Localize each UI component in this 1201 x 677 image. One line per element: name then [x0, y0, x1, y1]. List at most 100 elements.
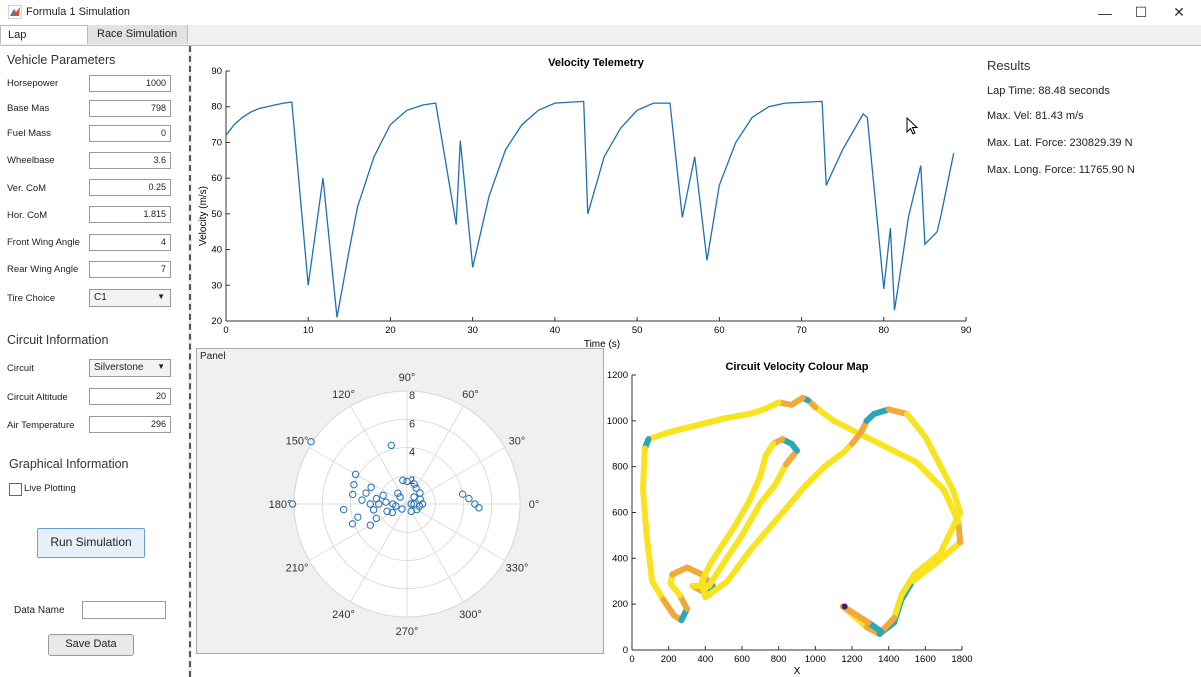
tab-lap-simulation[interactable]: Lap Simulation: [0, 25, 88, 60]
y-tick-label: 1200: [607, 370, 628, 381]
track-segment: [702, 578, 731, 601]
front-wing-angle-field[interactable]: 4: [89, 234, 171, 251]
polar-angle-label: 30°: [509, 436, 526, 448]
velocity-series-line: [225, 100, 955, 318]
x-tick-label: 70: [796, 325, 807, 336]
polar-r-tick-label: 2: [409, 475, 415, 487]
track-segment: [720, 532, 745, 566]
polar-scatter-point: [399, 476, 407, 485]
polar-scatter-chart: 2 4 6 8 90° 60° 30° 0° 330° 300° 270° 240° 210° 180° 1…: [269, 372, 540, 638]
graphical-information-heading: Graphical Information: [9, 457, 129, 471]
front-wing-angle-label: Front Wing Angle: [7, 237, 80, 248]
track-segment: [698, 559, 714, 585]
max-velocity-result: Max. Vel: 81.43 m/s: [987, 110, 1084, 122]
y-tick-label: 1000: [607, 416, 628, 427]
track-segment: [775, 482, 810, 521]
y-tick-label: 0: [623, 645, 628, 656]
polar-scatter-point: [418, 500, 427, 508]
polar-scatter-point: [288, 500, 297, 508]
polar-scatter-point: [382, 498, 390, 506]
fuel-mass-label: Fuel Mass: [7, 128, 51, 139]
polar-scatter-point: [410, 480, 418, 488]
track-segment: [909, 559, 940, 585]
polar-spoke: [350, 503, 408, 603]
base-mass-field[interactable]: 798: [89, 100, 171, 117]
maximize-icon: ☐: [1134, 4, 1148, 20]
track-segment: [720, 410, 753, 422]
polar-angle-label: 150°: [286, 436, 309, 448]
x-tick-label: 1200: [841, 654, 862, 665]
x-tick-label: 40: [550, 325, 561, 336]
horsepower-field[interactable]: 1000: [89, 75, 171, 92]
x-tick-label: 10: [303, 325, 314, 336]
air-temperature-field[interactable]: 296: [89, 416, 171, 433]
y-tick-label: 80: [211, 102, 222, 113]
save-data-button[interactable]: Save Data: [48, 634, 134, 656]
air-temperature-label: Air Temperature: [7, 420, 75, 431]
circuit-altitude-field[interactable]: 20: [89, 388, 171, 405]
polar-scatter-point: [410, 493, 418, 501]
y-tick-label: 90: [211, 66, 222, 77]
circuit-dropdown[interactable]: Silverstone ▼: [89, 359, 171, 377]
y-tick-label: 400: [612, 553, 628, 564]
polar-scatter-point: [372, 514, 380, 523]
live-plotting-checkbox[interactable]: [9, 483, 22, 496]
panel-label: Panel: [200, 351, 226, 362]
minimize-button[interactable]: —: [1086, 0, 1124, 25]
x-tick-label: 80: [878, 325, 889, 336]
polar-r-tick-label: 6: [409, 418, 415, 430]
polar-scatter-point: [394, 489, 402, 497]
data-name-label: Data Name: [14, 605, 65, 616]
track-segment: [706, 559, 727, 589]
data-name-input[interactable]: [82, 601, 166, 619]
max-lateral-force-result: Max. Lat. Force: 230829.39 N: [987, 137, 1133, 149]
circuit-information-heading: Circuit Information: [7, 333, 109, 347]
polar-scatter-point: [366, 521, 375, 529]
x-tick-label: 1400: [878, 654, 899, 665]
circuit-velocity-colour-map: Circuit Velocity Colour Map X 0 200 400 600…: [607, 361, 973, 677]
track-segment: [693, 415, 727, 429]
x-tick-label: 30: [467, 325, 478, 336]
polar-r-tick-label: 8: [409, 390, 415, 402]
chevron-down-icon: ▼: [157, 362, 165, 371]
velocity-y-axis-label: Velocity (m/s): [198, 186, 209, 246]
polar-scatter-point: [358, 496, 366, 504]
x-tick-label: 1600: [915, 654, 936, 665]
track-segment: [876, 440, 920, 466]
polar-scatter-point: [396, 493, 404, 501]
velocity-x-axis-label: Time (s): [584, 339, 620, 350]
horizontal-com-field[interactable]: 1.815: [89, 206, 171, 223]
vertical-com-field[interactable]: 0.25: [89, 179, 171, 196]
polar-angle-label: 90°: [399, 372, 416, 384]
polar-scatter-point: [339, 505, 348, 514]
live-plotting-label: Live Plotting: [24, 483, 76, 494]
left-parameter-panel: Vehicle Parameters Horsepower 1000 Base …: [0, 46, 188, 677]
vertical-com-label: Ver. CoM: [7, 183, 47, 194]
track-segment: [891, 592, 905, 621]
tab-race-simulation[interactable]: Race Simulation: [88, 25, 188, 44]
polar-spoke: [406, 503, 506, 561]
close-button[interactable]: ✕: [1160, 0, 1198, 25]
polar-spoke: [406, 405, 464, 505]
polar-angle-label: 300°: [459, 609, 482, 621]
polar-scatter-point: [348, 520, 357, 528]
track-segment: [937, 509, 964, 557]
x-tick-label: 90: [961, 325, 972, 336]
polar-scatter-point: [379, 491, 387, 500]
run-simulation-button[interactable]: Run Simulation: [37, 528, 145, 558]
tire-choice-dropdown[interactable]: C1 ▼: [89, 289, 171, 307]
track-segment: [898, 571, 918, 598]
x-tick-label: 60: [714, 325, 725, 336]
wheelbase-field[interactable]: 3.6: [89, 152, 171, 169]
polar-scatter-point: [362, 489, 370, 497]
matlab-app-icon: [8, 5, 22, 19]
polar-angle-label: 60°: [462, 389, 479, 401]
polar-angle-label: 240°: [332, 609, 355, 621]
polar-scatter-point: [351, 470, 360, 479]
track-segment: [660, 596, 678, 619]
rear-wing-angle-field[interactable]: 7: [89, 261, 171, 278]
close-icon: ✕: [1173, 4, 1185, 20]
fuel-mass-field[interactable]: 0: [89, 125, 171, 142]
maximize-button[interactable]: ☐: [1122, 0, 1160, 25]
y-tick-label: 200: [612, 599, 628, 610]
